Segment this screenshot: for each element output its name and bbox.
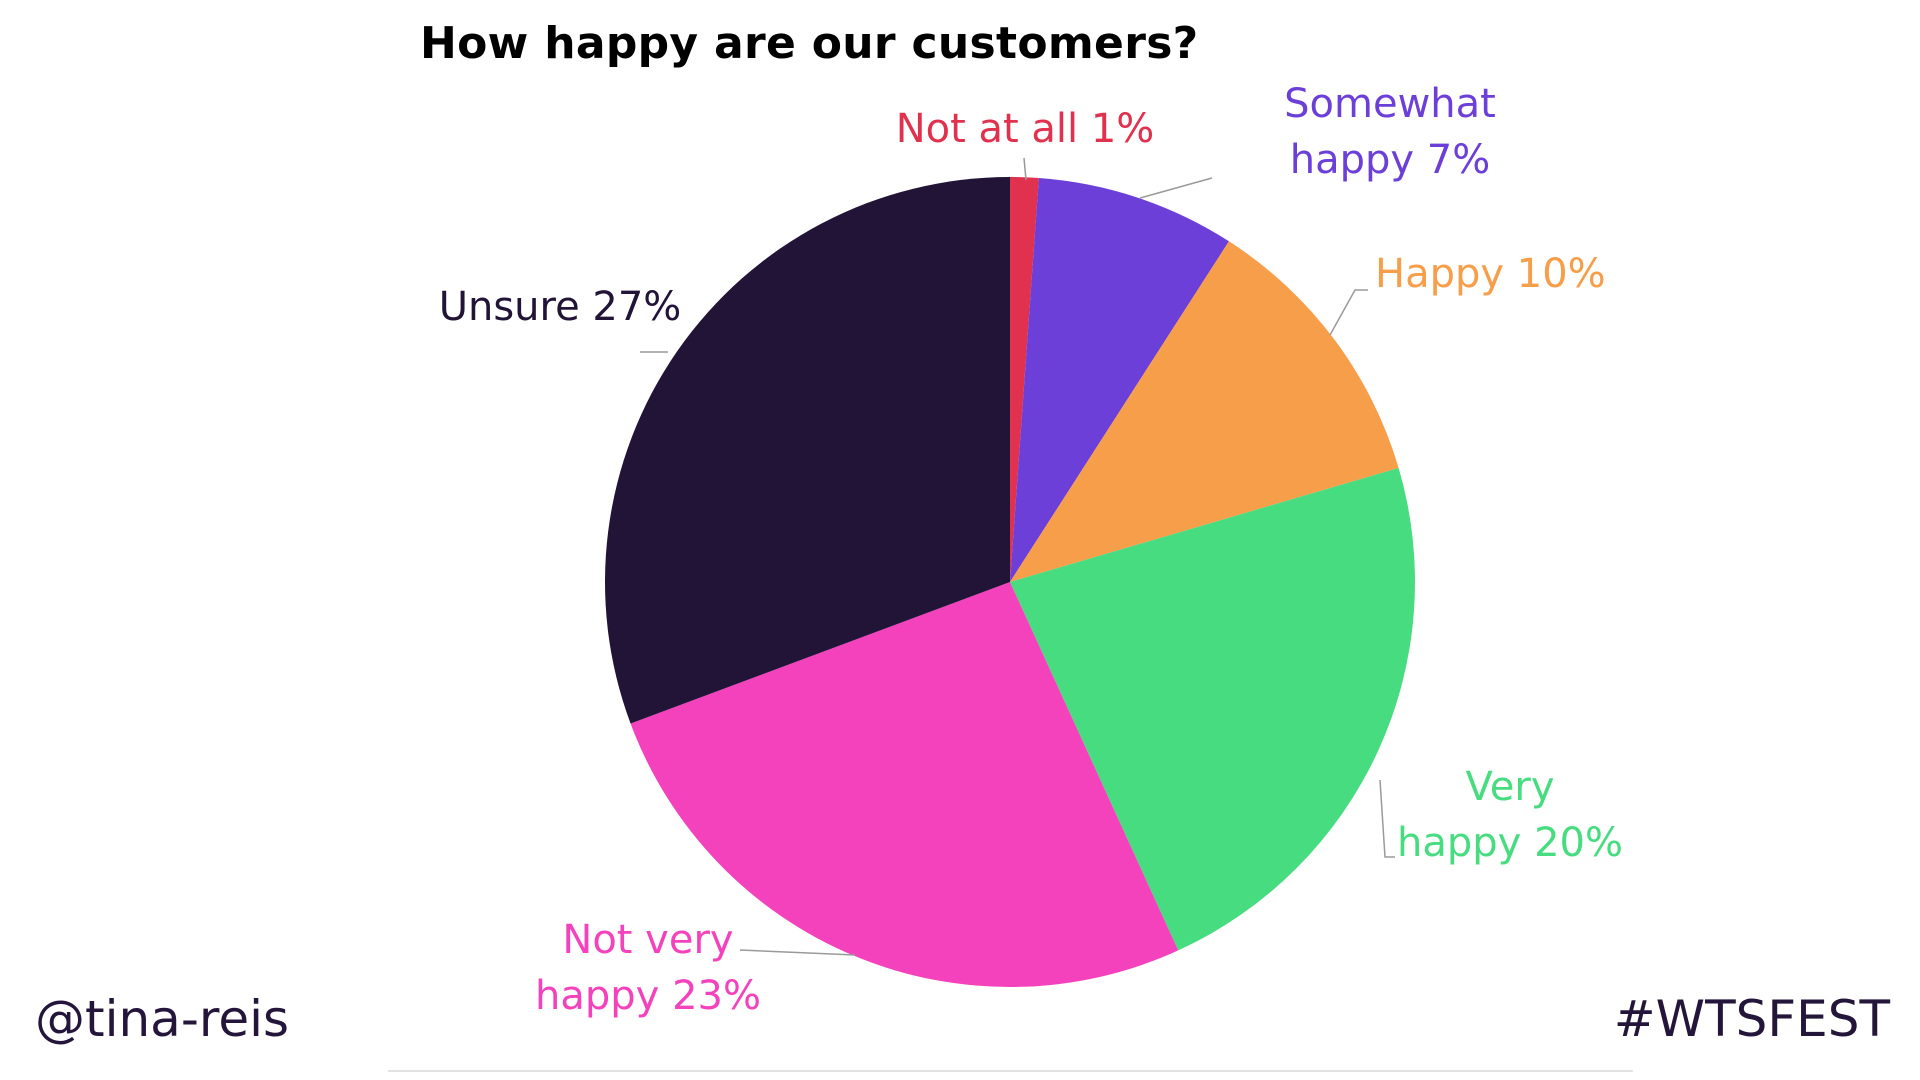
pie-slice	[630, 582, 1179, 987]
slice-label: Somewhat happy 7%	[1284, 81, 1496, 183]
pie-slice	[1010, 177, 1039, 582]
slice-label: Not at all 1%	[896, 106, 1155, 152]
slice-label-line: happy 7%	[1290, 137, 1491, 183]
slice-label-line: Happy 10%	[1375, 251, 1606, 297]
chart-title: How happy are our customers?	[420, 18, 1199, 69]
slice-label-line: happy 20%	[1397, 820, 1623, 866]
leader-line	[1329, 289, 1368, 336]
leader-line	[739, 949, 856, 956]
pie-slice	[1010, 467, 1415, 951]
slice-label-line: Somewhat	[1284, 81, 1496, 127]
leader-line	[1139, 177, 1213, 199]
slice-label-line: Not very	[562, 917, 733, 963]
pie-slices	[605, 177, 1415, 987]
slice-label: Happy 10%	[1375, 251, 1606, 297]
slice-label: Very happy 20%	[1397, 764, 1623, 866]
slice-label-line: Not at all 1%	[896, 106, 1155, 152]
pie-slice	[1010, 178, 1229, 582]
bottom-divider	[388, 1070, 1633, 1072]
leader-line	[1023, 157, 1027, 181]
leader-lines	[640, 157, 1395, 956]
author-handle: @tina-reis	[35, 990, 290, 1048]
leader-line	[1379, 779, 1395, 858]
slice-label-line: happy 23%	[535, 973, 761, 1019]
slice-label: Not very happy 23%	[535, 917, 761, 1019]
pie-slice	[605, 177, 1010, 724]
event-hashtag: #WTSFEST	[1613, 990, 1890, 1048]
slice-label-line: Very	[1466, 764, 1555, 810]
slice-labels: Not at all 1% Somewhat happy 7% Happy 10% Ve…	[439, 81, 1623, 1019]
slice-label-line: Unsure 27%	[439, 284, 682, 330]
slice-label: Unsure 27%	[439, 284, 682, 330]
pie-slice	[1010, 241, 1399, 583]
